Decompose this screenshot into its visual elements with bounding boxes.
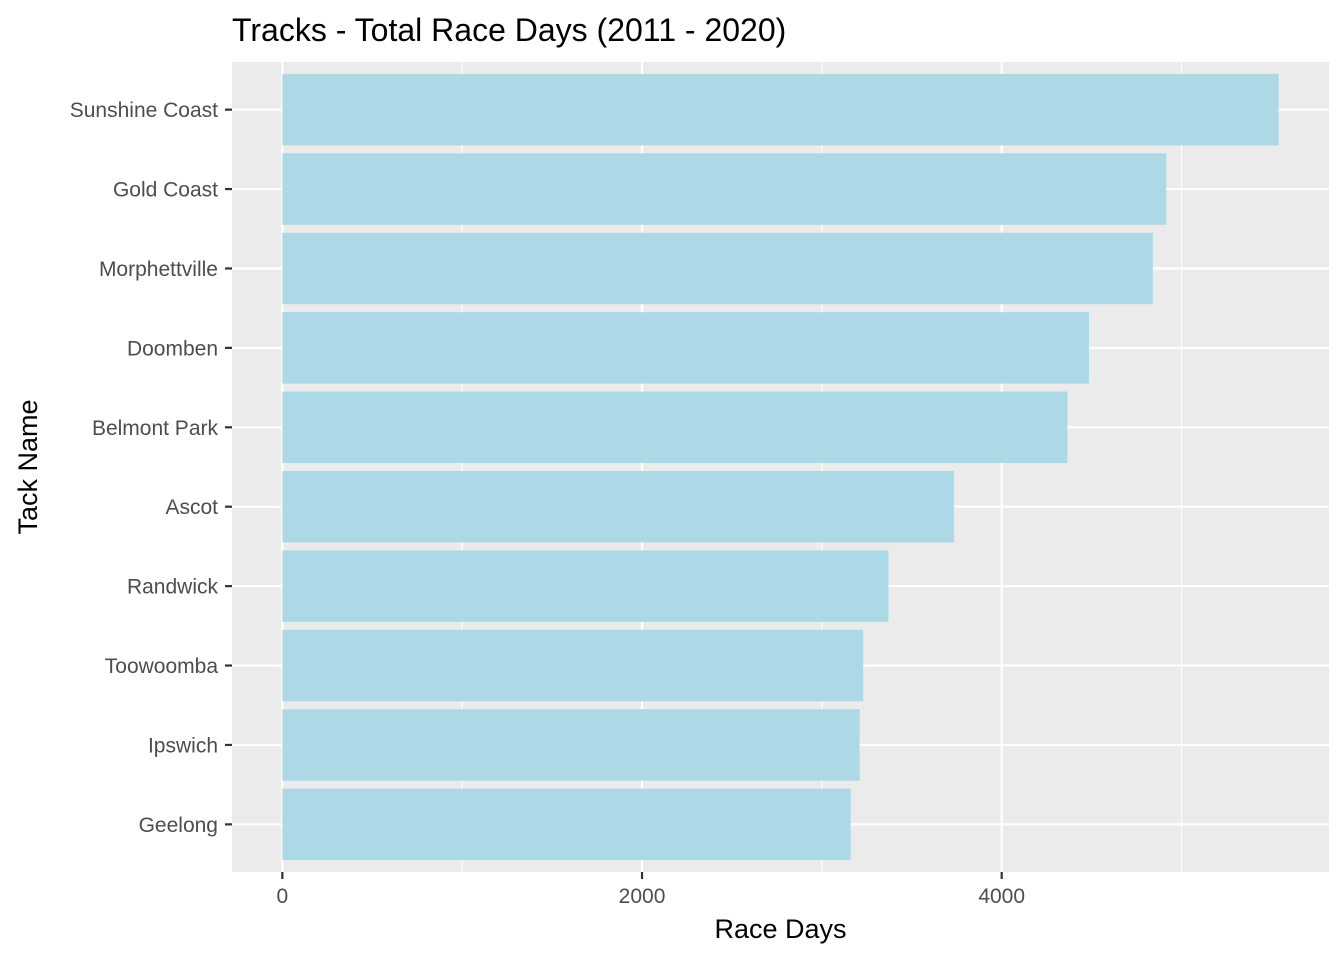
y-tick-label: Geelong [139,814,218,837]
bar-doomben [282,312,1089,384]
y-tick-label: Doomben [127,337,218,360]
y-tick-label: Morphettville [99,258,218,281]
y-tick-label: Ascot [165,496,218,519]
bar-ascot [282,470,955,543]
y-tick-label: Toowoomba [105,655,219,678]
bar-morphettville [282,232,1153,305]
bar-sunshine-coast [282,73,1279,146]
x-axis-title: Race Days [714,914,846,944]
bar-belmont-park [282,391,1068,464]
bar-geelong [282,788,851,861]
y-tick-label: Gold Coast [113,179,218,202]
bar-gold-coast [282,153,1167,225]
y-tick-label: Sunshine Coast [70,99,218,122]
bar-randwick [282,550,889,622]
bar-toowoomba [282,629,864,702]
x-tick-label: 2000 [619,885,666,908]
x-tick-label: 4000 [978,885,1025,908]
bars [282,73,1279,861]
bar-ipswich [282,709,860,781]
y-tick-label: Ipswich [148,734,218,757]
x-tick-label: 0 [277,885,289,908]
y-tick-label: Randwick [127,576,219,599]
x-axis: 0 2000 4000 [277,872,1025,908]
y-axis: Sunshine Coast Gold Coast Morphettville Doo… [70,99,232,837]
y-tick-label: Belmont Park [92,417,219,440]
chart-title: Tracks - Total Race Days (2011 - 2020) [232,12,786,48]
y-axis-title: Tack Name [13,399,43,534]
